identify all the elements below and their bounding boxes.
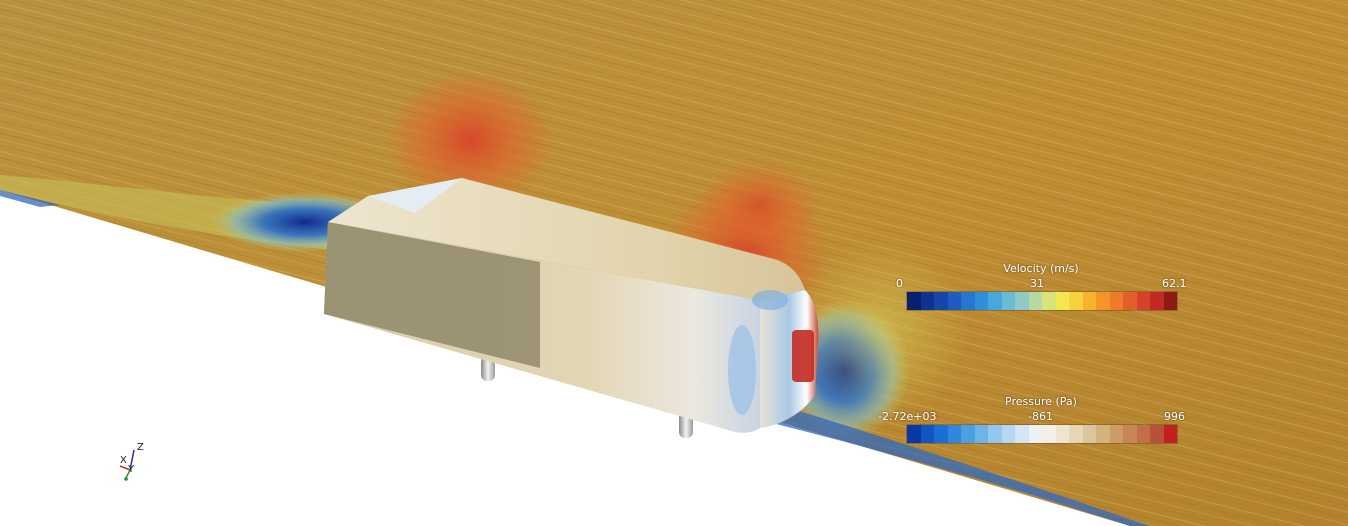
pressure-color-swatch bbox=[1109, 425, 1123, 443]
velocity-mid-label: 31 bbox=[1030, 277, 1044, 290]
velocity-color-swatch bbox=[1096, 292, 1110, 310]
velocity-legend: Velocity (m/s) 0 31 62.1 bbox=[896, 262, 1206, 312]
pressure-color-swatch bbox=[1096, 425, 1110, 443]
pressure-color-swatch bbox=[974, 425, 988, 443]
velocity-color-swatch bbox=[1001, 292, 1015, 310]
velocity-color-swatch bbox=[1055, 292, 1069, 310]
velocity-color-swatch bbox=[920, 292, 934, 310]
velocity-color-swatch bbox=[1150, 292, 1164, 310]
velocity-max-label: 62.1 bbox=[1162, 277, 1187, 290]
pressure-color-swatch bbox=[920, 425, 934, 443]
pressure-color-swatch bbox=[1069, 425, 1083, 443]
orientation-axes: Z X Y bbox=[112, 440, 152, 486]
pressure-color-swatch bbox=[988, 425, 1002, 443]
pressure-color-swatch bbox=[1055, 425, 1069, 443]
velocity-color-swatch bbox=[1069, 292, 1083, 310]
axis-x-label: X bbox=[120, 455, 127, 466]
pressure-color-swatch bbox=[1136, 425, 1150, 443]
pressure-legend-title: Pressure (Pa) bbox=[1005, 395, 1077, 408]
pressure-min-label: -2.72e+03 bbox=[878, 410, 937, 423]
pressure-colorbar bbox=[906, 424, 1178, 444]
velocity-legend-title: Velocity (m/s) bbox=[1003, 262, 1079, 275]
pressure-color-swatch bbox=[1028, 425, 1042, 443]
velocity-color-swatch bbox=[974, 292, 988, 310]
pressure-color-swatch bbox=[1082, 425, 1096, 443]
velocity-color-swatch bbox=[907, 292, 921, 310]
velocity-color-swatch bbox=[1136, 292, 1150, 310]
velocity-colorbar bbox=[906, 291, 1178, 311]
velocity-color-swatch bbox=[934, 292, 948, 310]
pressure-color-swatch bbox=[1001, 425, 1015, 443]
pressure-legend: Pressure (Pa) -2.72e+03 -861 996 bbox=[878, 395, 1206, 445]
velocity-color-swatch bbox=[1028, 292, 1042, 310]
velocity-color-swatch bbox=[1042, 292, 1056, 310]
pressure-color-swatch bbox=[934, 425, 948, 443]
velocity-color-swatch bbox=[1163, 292, 1177, 310]
pressure-color-swatch bbox=[1163, 425, 1177, 443]
velocity-color-swatch bbox=[947, 292, 961, 310]
velocity-color-swatch bbox=[1123, 292, 1137, 310]
velocity-min-label: 0 bbox=[896, 277, 903, 290]
pressure-color-swatch bbox=[1150, 425, 1164, 443]
pressure-color-swatch bbox=[961, 425, 975, 443]
axes-triad bbox=[119, 449, 135, 481]
pressure-color-swatch bbox=[947, 425, 961, 443]
axis-y-label: Y bbox=[128, 464, 135, 475]
velocity-color-swatch bbox=[988, 292, 1002, 310]
velocity-color-swatch bbox=[1109, 292, 1123, 310]
pressure-color-swatch bbox=[907, 425, 921, 443]
pressure-color-swatch bbox=[1123, 425, 1137, 443]
pressure-max-label: 996 bbox=[1164, 410, 1185, 423]
axis-z-label: Z bbox=[137, 442, 144, 453]
velocity-color-swatch bbox=[1015, 292, 1029, 310]
pressure-mid-label: -861 bbox=[1028, 410, 1053, 423]
pressure-color-swatch bbox=[1042, 425, 1056, 443]
velocity-color-swatch bbox=[961, 292, 975, 310]
vehicle-model[interactable] bbox=[324, 178, 819, 438]
pressure-color-swatch bbox=[1015, 425, 1029, 443]
velocity-color-swatch bbox=[1082, 292, 1096, 310]
